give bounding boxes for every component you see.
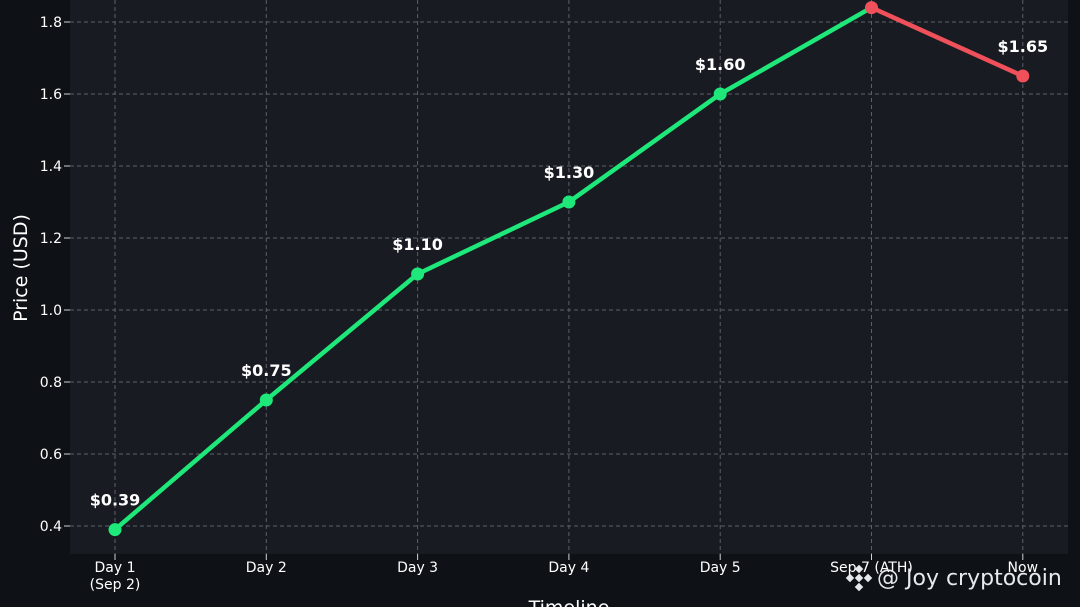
series-segment-down — [869, 5, 1026, 79]
data-labels: $0.39 $0.75 $1.10 $1.30 $1.60 $1.65 — [90, 37, 1048, 510]
data-label: $1.30 — [544, 163, 595, 182]
y-axis-ticks: 0.4 0.6 0.8 1.0 1.2 1.4 1.6 1.8 — [40, 15, 70, 535]
data-point — [713, 87, 727, 101]
y-tick-label: 1.6 — [40, 87, 62, 103]
data-label: $0.75 — [241, 361, 292, 380]
data-label: $1.65 — [997, 37, 1048, 56]
series-points — [108, 1, 1030, 537]
data-label: $1.10 — [392, 235, 443, 254]
series-segment-up — [264, 271, 420, 403]
series-segment-up — [112, 397, 269, 532]
data-point — [865, 1, 878, 15]
data-point — [259, 393, 273, 407]
y-tick-label: 0.4 — [40, 519, 62, 535]
y-tick-label: 0.8 — [40, 375, 62, 391]
watermark: @ Joy cryptocoin — [845, 564, 1062, 592]
series-segment-up — [566, 91, 723, 205]
series-lines — [112, 5, 1026, 532]
y-tick-label: 1.0 — [40, 303, 62, 319]
data-point — [562, 195, 576, 209]
x-tick-label: Now — [1008, 560, 1039, 576]
x-tick-label: Day 2 — [246, 560, 287, 576]
x-axis-ticks: Day 1 (Sep 2) Day 2 Day 3 Day 4 Day 5 Sep 7 (A… — [90, 554, 1038, 593]
y-axis-label: Price (USD) — [10, 214, 32, 322]
y-tick-label: 1.4 — [40, 159, 62, 175]
data-point — [1016, 69, 1030, 83]
x-tick-label: Day 1 (Sep 2) — [90, 560, 141, 593]
series-segment-up — [415, 199, 572, 277]
x-tick-label: Sep 7 (ATH) — [830, 560, 913, 576]
y-tick-label: 1.8 — [40, 15, 62, 31]
y-tick-label: 0.6 — [40, 447, 62, 463]
binance-logo-icon — [845, 564, 873, 592]
data-label: $1.60 — [695, 55, 746, 74]
x-axis-label: Timeline — [528, 597, 610, 607]
series-segment-up — [717, 5, 874, 97]
x-tick-label: Day 4 — [548, 560, 589, 576]
y-tick-label: 1.2 — [40, 231, 62, 247]
x-tick-label: Day 3 — [397, 560, 438, 576]
data-label: $0.39 — [90, 491, 141, 510]
data-point — [411, 267, 425, 281]
watermark-text: @ Joy cryptocoin — [877, 565, 1062, 591]
data-point — [108, 523, 122, 537]
x-tick-label: Day 5 — [700, 560, 741, 576]
